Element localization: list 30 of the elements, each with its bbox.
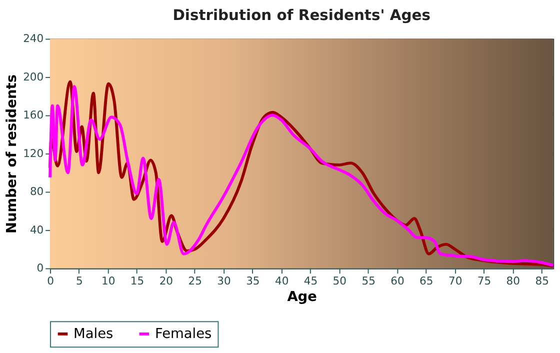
x-tick-label: 65 [420, 274, 434, 288]
y-tick-label: 200 [23, 70, 44, 84]
x-tick-label: 0 [47, 274, 54, 288]
x-tick-label: 35 [246, 274, 260, 288]
x-tick-label: 55 [362, 274, 376, 288]
x-tick-label: 30 [217, 274, 231, 288]
x-tick-label: 20 [159, 274, 174, 288]
legend-label: Females [154, 326, 212, 342]
legend-label: Males [74, 326, 114, 342]
x-tick-label: 15 [130, 274, 144, 288]
x-tick-label: 60 [390, 274, 404, 288]
y-tick-label: 80 [30, 185, 44, 198]
x-tick-label: 25 [188, 274, 202, 288]
x-tick-label: 70 [448, 274, 462, 288]
x-tick-label: 75 [477, 274, 492, 288]
x-tick-label: 10 [101, 274, 116, 288]
y-tick-label: 0 [36, 262, 44, 275]
x-tick-label: 45 [304, 274, 318, 288]
x-tick-label: 80 [506, 274, 520, 288]
y-tick-label: 240 [23, 32, 44, 46]
chart-title: Distribution of Residents' Ages [172, 7, 431, 24]
x-tick-label: 85 [535, 274, 549, 288]
y-tick-label: 120 [23, 146, 44, 160]
x-tick-label: 40 [274, 274, 289, 288]
x-tick-label: 50 [332, 274, 347, 288]
y-tick-label: 40 [30, 223, 44, 236]
y-axis-title: Number of residents [4, 74, 20, 234]
x-tick-label: 5 [76, 274, 83, 288]
y-tick-label: 160 [23, 108, 44, 122]
x-axis-title: Age [287, 289, 317, 306]
